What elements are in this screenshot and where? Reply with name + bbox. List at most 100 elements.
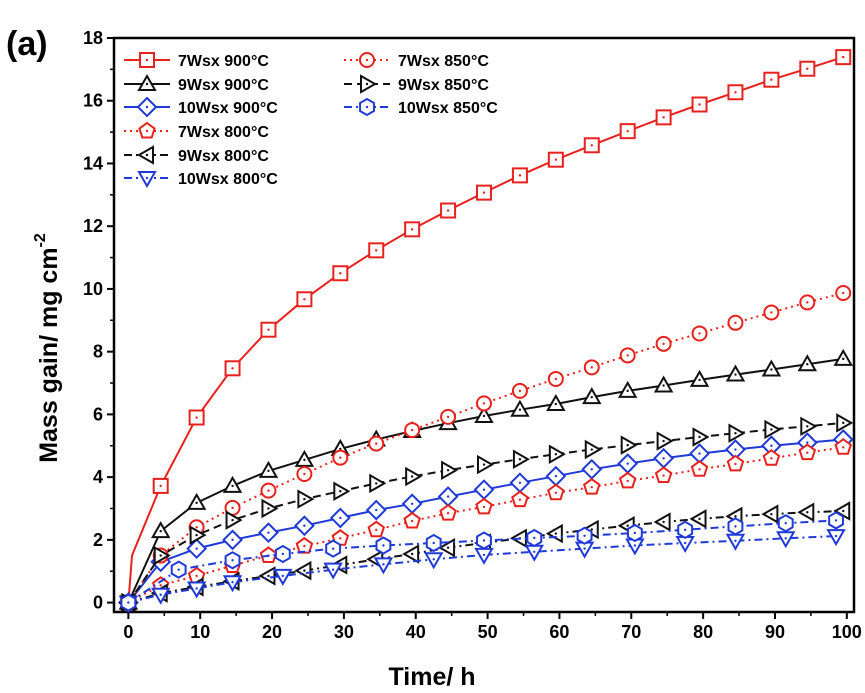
- data-point-dot: [375, 482, 378, 485]
- series-line: [127, 446, 844, 604]
- y-tick-label: 0: [93, 593, 103, 613]
- data-point-dot: [626, 479, 629, 483]
- data-point-dot: [590, 485, 593, 489]
- data-point-dot: [195, 574, 198, 578]
- data-point-dot: [734, 539, 737, 542]
- x-tick-label: 60: [549, 622, 569, 642]
- data-point-dot: [734, 448, 737, 451]
- data-point-dot: [410, 519, 414, 523]
- data-point-dot: [734, 373, 737, 376]
- series-0: [120, 49, 852, 611]
- data-point-dot: [159, 484, 162, 488]
- data-point-dot: [518, 389, 522, 393]
- data-point-dot: [770, 428, 773, 431]
- x-tick-label: 20: [262, 622, 282, 642]
- legend-label: 9Wsx 850°C: [398, 77, 489, 94]
- x-tick-label: 70: [621, 622, 641, 642]
- data-point-dot: [662, 384, 665, 387]
- data-point-dot: [482, 414, 486, 418]
- data-point-dot: [446, 209, 450, 212]
- data-point-dot: [432, 541, 435, 545]
- data-point-dot: [633, 531, 637, 535]
- data-point-dot: [554, 402, 558, 406]
- data-point-dot: [482, 402, 486, 405]
- data-point-dot: [662, 520, 665, 524]
- legend-label: 7Wsx 850°C: [398, 53, 489, 70]
- plot-frame: [112, 36, 856, 614]
- data-point-dot: [834, 534, 838, 538]
- data-point-dot: [533, 536, 536, 540]
- data-point-dot: [784, 522, 787, 525]
- data-point-dot: [303, 458, 306, 462]
- data-point-dot: [267, 574, 270, 578]
- data-point-dot: [770, 78, 773, 81]
- data-point-dot: [784, 537, 787, 540]
- x-tick-label: 30: [334, 622, 354, 642]
- data-point-dot: [159, 584, 162, 587]
- data-point-dot: [339, 490, 342, 493]
- data-point-dot: [770, 512, 773, 516]
- data-point-dot: [482, 463, 486, 466]
- x-tick-label: 100: [832, 622, 862, 642]
- legend-label: 9Wsx 800°C: [178, 148, 269, 165]
- data-point-dot: [533, 550, 536, 553]
- data-point-dot: [518, 498, 522, 501]
- data-point-dot: [281, 574, 285, 578]
- legend-entry: 10Wsx 900°C: [124, 96, 278, 118]
- data-point-dot: [662, 439, 665, 443]
- data-point-dot: [267, 531, 270, 534]
- data-point-dot: [446, 546, 450, 549]
- data-point-dot: [698, 378, 701, 382]
- data-point-dot: [734, 91, 737, 94]
- legend-marker-dot: [145, 176, 149, 180]
- data-point-dot: [806, 451, 809, 454]
- data-point-dot: [734, 525, 737, 528]
- y-tick-label: 12: [83, 216, 103, 236]
- data-point-dot: [127, 601, 130, 604]
- data-point-dot: [770, 457, 773, 460]
- data-point-dot: [482, 553, 486, 557]
- legend-marker-dot: [145, 82, 149, 86]
- data-point-dot: [626, 462, 629, 465]
- y-tick-label: 4: [93, 467, 103, 487]
- legend-entry: 10Wsx 800°C: [124, 171, 278, 189]
- data-point-dot: [590, 468, 593, 471]
- panel-label: (a): [6, 25, 48, 63]
- data-point-dot: [195, 547, 198, 550]
- series-line: [127, 56, 844, 603]
- data-point-dot: [806, 363, 809, 366]
- legend-label: 9Wsx 900°C: [178, 77, 269, 94]
- x-axis-title: Time/ h: [388, 663, 475, 691]
- data-point-dot: [446, 495, 450, 498]
- legend-marker-dot: [145, 129, 149, 133]
- y-tick-label: 18: [83, 28, 103, 48]
- data-point-dot: [446, 469, 450, 472]
- data-point-dot: [698, 452, 701, 455]
- series-line: [127, 292, 844, 604]
- data-point-dot: [267, 489, 270, 492]
- data-point-dot: [698, 468, 701, 471]
- y-axis-title: Mass gain/ mg cm-2: [32, 233, 63, 463]
- data-point-dot: [303, 298, 306, 301]
- data-point-dot: [410, 228, 414, 231]
- y-axis-title-superscript: -2: [32, 233, 49, 247]
- data-point-dot: [583, 547, 586, 550]
- data-point-dot: [375, 508, 378, 512]
- series-layer: [117, 49, 854, 614]
- data-point-dot: [382, 563, 385, 566]
- x-tick-label: 10: [190, 622, 210, 642]
- data-point-dot: [554, 474, 558, 478]
- data-point-dot: [339, 272, 342, 275]
- x-tick-label: 0: [123, 622, 133, 642]
- data-point-dot: [626, 443, 629, 447]
- y-tick-label: 16: [83, 91, 103, 111]
- data-point-dot: [482, 505, 486, 509]
- data-point-dot: [554, 532, 558, 535]
- data-point-dot: [662, 474, 665, 477]
- data-point-dot: [518, 174, 522, 177]
- data-point-dot: [842, 421, 845, 425]
- data-point-dot: [590, 395, 593, 399]
- data-point-dot: [626, 129, 629, 133]
- data-point-dot: [842, 446, 845, 449]
- data-point-dot: [382, 544, 385, 547]
